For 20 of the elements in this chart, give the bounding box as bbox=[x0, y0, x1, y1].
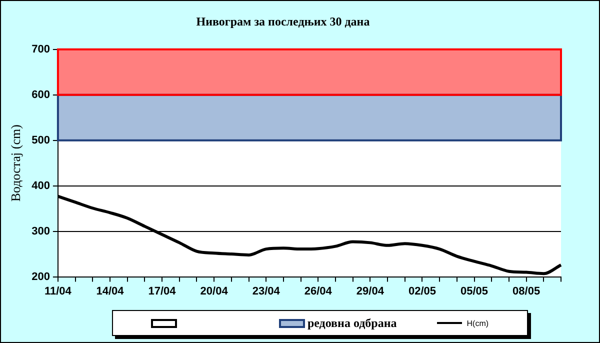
x-tick-label: 17/04 bbox=[148, 285, 177, 298]
y-tick-label: 700 bbox=[32, 43, 50, 56]
y-tick-label: 600 bbox=[32, 88, 50, 101]
y-tick-label: 500 bbox=[32, 134, 50, 146]
y-tick-label: 200 bbox=[32, 270, 50, 283]
x-tick-label: 02/05 bbox=[408, 285, 436, 298]
chart-title: Нивограм за последњих 30 дана bbox=[196, 14, 370, 28]
y-axis-title: Водостај (cm) bbox=[8, 124, 24, 202]
y-tick-label: 400 bbox=[32, 180, 50, 192]
x-tick-label: 26/04 bbox=[304, 285, 333, 298]
x-tick-label: 05/05 bbox=[460, 285, 488, 298]
legend-label: редовна одбрана bbox=[307, 316, 397, 330]
x-tick-label: 23/04 bbox=[252, 285, 281, 298]
y-tick-label: 300 bbox=[32, 225, 50, 238]
x-tick-label: 08/05 bbox=[512, 285, 540, 298]
x-tick-label: 20/04 bbox=[200, 285, 229, 298]
x-tick-label: 11/04 bbox=[44, 285, 72, 298]
legend-label: H(cm) bbox=[466, 318, 489, 328]
x-tick-label: 14/04 bbox=[96, 285, 125, 298]
x-tick-label: 29/04 bbox=[356, 285, 385, 298]
